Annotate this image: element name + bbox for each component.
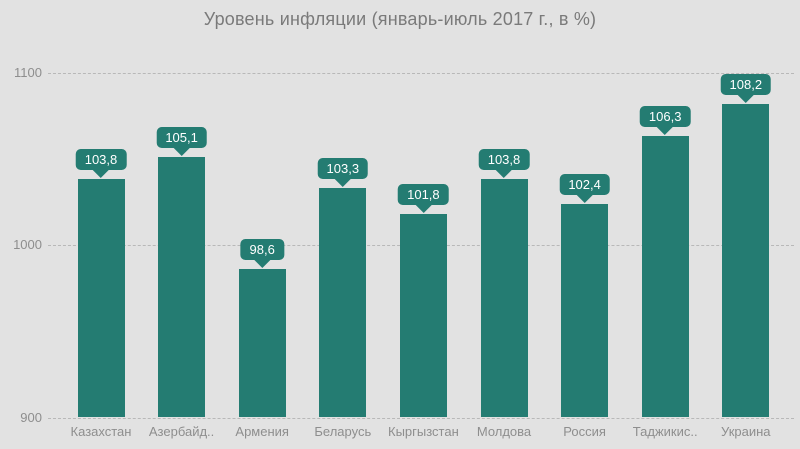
value-bubble: 105,1 [156,127,207,149]
value-bubble: 98,6 [240,239,284,261]
value-bubble: 108,2 [720,73,772,95]
x-axis-label: Казахстан [70,424,132,439]
bar [722,103,770,418]
value-bubble: 103,8 [75,149,127,171]
bar [77,179,125,418]
y-tick-label: 900 [20,409,42,425]
y-tick-label: 1000 [13,237,42,252]
bar [158,157,206,418]
x-axis-label: Таджикис.. [632,424,698,439]
bar [319,188,367,418]
bar [399,213,447,418]
bar [480,179,528,418]
value-bubble: 106,3 [639,106,691,128]
bar [561,203,609,418]
x-axis-label: Россия [563,424,606,439]
x-axis-label: Кыргызстан [388,424,459,439]
x-axis-label: Беларусь [314,424,372,439]
value-bubble: 103,8 [478,149,530,171]
chart-title: Уровень инфляции (январь-июль 2017 г., в… [203,9,597,29]
value-bubble: 103,3 [317,158,369,180]
x-axis-label: Азербайд.. [148,424,215,439]
x-axis-label: Армения [235,424,289,439]
x-axis-label: Украина [721,424,771,439]
bar [238,269,286,418]
gridline [48,72,794,74]
bar [641,136,689,418]
value-bubble: 102,4 [559,173,610,195]
x-axis-label: Молдова [476,424,532,439]
gridline [48,417,794,419]
value-bubble: 101,8 [398,183,449,205]
y-tick-label: 1100 [14,64,42,80]
